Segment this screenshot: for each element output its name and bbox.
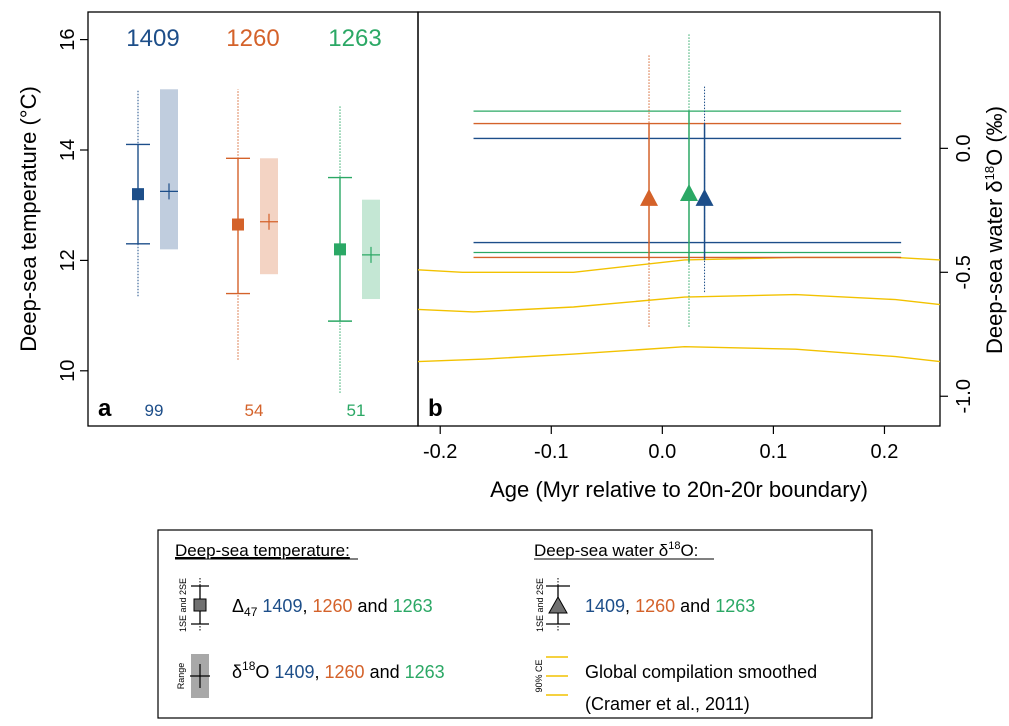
panel-a-plot: 10 12 14 16 1409 99 1260 54 1263 51 [57,25,382,420]
x-tick-label--0.2: -0.2 [423,441,457,463]
legend-row1-text: Δ47 1409, 1260 and 1263 [232,596,433,619]
x-tick-label-0.2: 0.2 [871,441,899,463]
y-tick-label-left-14: 14 [57,139,79,161]
panel-label-b: b [428,395,443,422]
y-axis-title-left: Deep-sea temperature (°C) [16,86,41,352]
legend-row2-text: δ18O 1409, 1260 and 1263 [232,659,445,682]
legend-temp-title: Deep-sea temperature: [175,541,350,560]
legend-se-label-1: 1SE and 2SE [178,578,188,632]
legend-range-symbol [190,654,210,698]
x-tick-label-0.1: 0.1 [759,441,787,463]
y-tick-label-right--0.5: -0.5 [953,255,975,289]
d18O-range-1409 [160,89,178,250]
water-point-1263 [679,183,698,201]
site-label-1263: 1263 [328,25,381,52]
legend: Deep-sea temperature: Deep-sea water δ18… [157,529,873,719]
legend-water-symbol [546,578,570,632]
legend-cramer-line2: (Cramer et al., 2011) [585,694,750,714]
legend-water-title: Deep-sea water δ18O: [534,540,698,560]
y-axis-title-right: Deep-sea water δ18O (‰) [982,106,1007,354]
legend-cramer-line1: Global compilation smoothed [585,662,817,682]
count-label-1409: 99 [145,401,164,420]
legend-cramer-symbol [546,656,568,696]
y-tick-label-left-12: 12 [57,249,79,271]
legend-range-label: Range [176,663,186,690]
y-tick-label-left-10: 10 [57,360,79,382]
water-point-1409 [695,188,714,206]
x-tick-label-0.0: 0.0 [648,441,676,463]
clumped-point-1409 [132,188,144,201]
panel-b-frame [417,11,941,427]
y-tick-label-right--1.0: -1.0 [953,379,975,413]
clumped-point-1260 [232,218,244,231]
site-label-1409: 1409 [126,25,179,52]
count-label-1260: 54 [245,401,264,420]
count-label-1263: 51 [347,401,366,420]
water-point-1260 [640,188,659,206]
x-axis-title: Age (Myr relative to 20n-20r boundary) [490,477,868,502]
cramer-curve-3 [417,345,941,363]
panel-label-a: a [98,395,112,422]
legend-se-label-2: 1SE and 2SE [535,578,545,632]
clumped-point-1263 [334,243,346,256]
y-tick-label-left-16: 16 [57,28,79,50]
y-tick-label-right-0.0: 0.0 [953,134,975,162]
legend-row3-text: 1409, 1260 and 1263 [585,596,755,616]
legend-frame [157,529,873,719]
legend-clumped-symbol [191,578,209,632]
legend-ce-label: 90% CE [534,659,544,692]
panel-b-plot: -0.2 -0.1 0.0 0.1 0.2 0.0 -0.5 -1.0 [417,34,975,463]
x-tick-label--0.1: -0.1 [534,441,568,463]
site-label-1260: 1260 [226,25,279,52]
cramer-curve-2 [417,293,941,313]
cramer-curve-1 [417,256,941,273]
